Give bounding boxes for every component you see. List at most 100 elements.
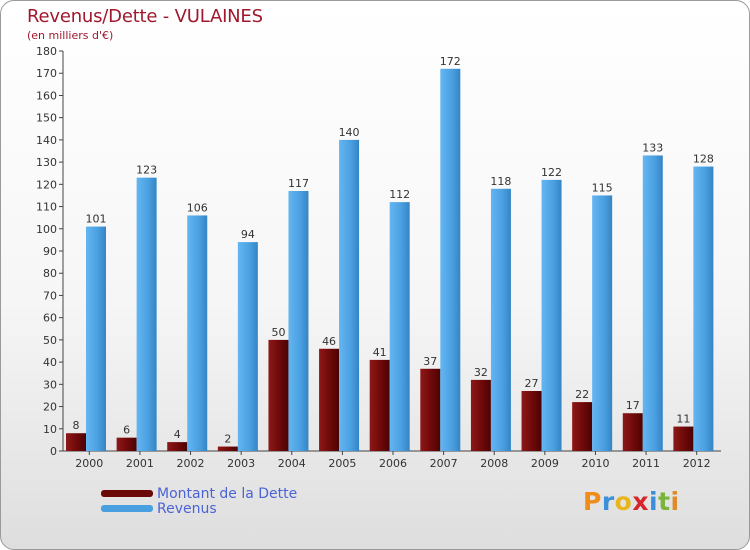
- legend-swatch-revenus: [101, 505, 153, 512]
- x-tick-label: 2002: [177, 457, 205, 470]
- y-tick-label: 90: [43, 245, 57, 258]
- legend-label-dette: Montant de la Dette: [157, 486, 298, 502]
- y-tick-label: 100: [36, 223, 57, 236]
- data-label-dette: 11: [676, 413, 690, 426]
- data-label-revenus: 123: [136, 164, 157, 177]
- x-tick-label: 2010: [581, 457, 609, 470]
- bar-revenus: [693, 166, 714, 452]
- bar-revenus: [237, 242, 258, 451]
- proxiti-logo: Proxiti: [583, 487, 680, 516]
- data-label-revenus: 128: [693, 153, 714, 166]
- logo-letter: r: [601, 487, 615, 516]
- logo-letter: o: [614, 487, 633, 516]
- bar-dette: [116, 437, 137, 451]
- logo-letter: x: [632, 487, 649, 516]
- x-tick-label: 2008: [480, 457, 508, 470]
- data-label-revenus: 172: [440, 55, 461, 68]
- data-label-revenus: 106: [187, 201, 208, 214]
- y-tick-label: 120: [36, 178, 57, 191]
- bar-dette: [622, 413, 643, 451]
- x-tick-label: 2012: [683, 457, 711, 470]
- data-label-dette: 27: [525, 377, 539, 390]
- bar-dette: [217, 446, 238, 451]
- bar-revenus: [288, 191, 309, 451]
- y-tick-label: 60: [43, 312, 57, 325]
- data-label-dette: 22: [575, 388, 589, 401]
- y-tick-label: 140: [36, 134, 57, 147]
- bar-revenus: [136, 177, 157, 451]
- bar-revenus: [592, 195, 613, 451]
- y-tick-label: 0: [50, 445, 57, 458]
- data-label-revenus: 117: [288, 177, 309, 190]
- logo-letter: i: [670, 487, 680, 516]
- logo-letter: i: [649, 487, 659, 516]
- bar-revenus: [339, 139, 360, 451]
- bar-dette: [470, 379, 491, 451]
- data-label-revenus: 122: [541, 166, 562, 179]
- x-tick-label: 2000: [75, 457, 103, 470]
- bar-dette: [420, 368, 441, 451]
- x-tick-label: 2003: [227, 457, 255, 470]
- logo-letter: t: [658, 487, 671, 516]
- x-tick-label: 2004: [278, 457, 306, 470]
- y-tick-label: 150: [36, 112, 57, 125]
- data-label-revenus: 94: [241, 228, 255, 241]
- bar-dette: [167, 442, 188, 451]
- data-label-dette: 37: [423, 355, 437, 368]
- bar-dette: [369, 359, 390, 451]
- bar-revenus: [86, 226, 106, 451]
- data-label-dette: 17: [626, 399, 640, 412]
- chart-title: Revenus/Dette - VULAINES: [27, 6, 263, 27]
- data-label-revenus: 115: [592, 181, 613, 194]
- y-tick-label: 50: [43, 334, 57, 347]
- y-tick-label: 10: [43, 423, 57, 436]
- data-label-revenus: 140: [339, 126, 360, 139]
- data-label-dette: 46: [322, 335, 336, 348]
- bar-dette: [319, 348, 340, 451]
- logo-letter: P: [583, 487, 602, 516]
- x-tick-label: 2007: [430, 457, 458, 470]
- bar-revenus: [389, 202, 410, 451]
- y-tick-label: 80: [43, 267, 57, 280]
- x-tick-label: 2001: [126, 457, 154, 470]
- data-label-dette: 4: [174, 428, 181, 441]
- y-tick-label: 40: [43, 356, 57, 369]
- bar-chart: 0 10 20 30 40 50 60 70 80 90 100 110 120 130 140 150 160…: [36, 45, 721, 470]
- data-label-revenus: 112: [389, 188, 410, 201]
- y-tick-label: 110: [36, 201, 57, 214]
- y-tick-label: 20: [43, 401, 57, 414]
- y-tick-label: 70: [43, 289, 57, 302]
- y-tick-label: 30: [43, 378, 57, 391]
- legend-label-revenus: Revenus: [157, 501, 217, 517]
- data-label-revenus: 118: [490, 175, 511, 188]
- bar-revenus: [642, 155, 663, 451]
- bar-dette: [268, 339, 289, 451]
- bar-dette: [66, 433, 86, 451]
- y-tick-label: 160: [36, 89, 57, 102]
- data-label-revenus: 133: [642, 141, 663, 154]
- y-tick-label: 130: [36, 156, 57, 169]
- data-label-dette: 41: [373, 346, 387, 359]
- data-label-dette: 6: [123, 424, 130, 437]
- x-tick-label: 2009: [531, 457, 559, 470]
- y-tick-label: 180: [36, 45, 57, 58]
- chart-subtitle: (en milliers d'€): [27, 29, 114, 42]
- x-tick-label: 2006: [379, 457, 407, 470]
- bar-dette: [521, 391, 542, 451]
- data-label-dette: 32: [474, 366, 488, 379]
- bar-revenus: [187, 215, 208, 451]
- legend-swatch-dette: [101, 490, 153, 497]
- data-label-revenus: 101: [86, 213, 107, 226]
- bar-dette: [673, 426, 694, 451]
- y-tick-label: 170: [36, 67, 57, 80]
- bar-revenus: [490, 188, 511, 451]
- bar-revenus: [541, 179, 562, 451]
- bar-revenus: [440, 68, 461, 452]
- data-label-dette: 50: [271, 326, 285, 339]
- data-label-dette: 2: [224, 433, 231, 446]
- x-tick-label: 2005: [328, 457, 356, 470]
- bar-dette: [572, 402, 593, 451]
- data-label-dette: 8: [73, 419, 80, 432]
- x-tick-label: 2011: [632, 457, 660, 470]
